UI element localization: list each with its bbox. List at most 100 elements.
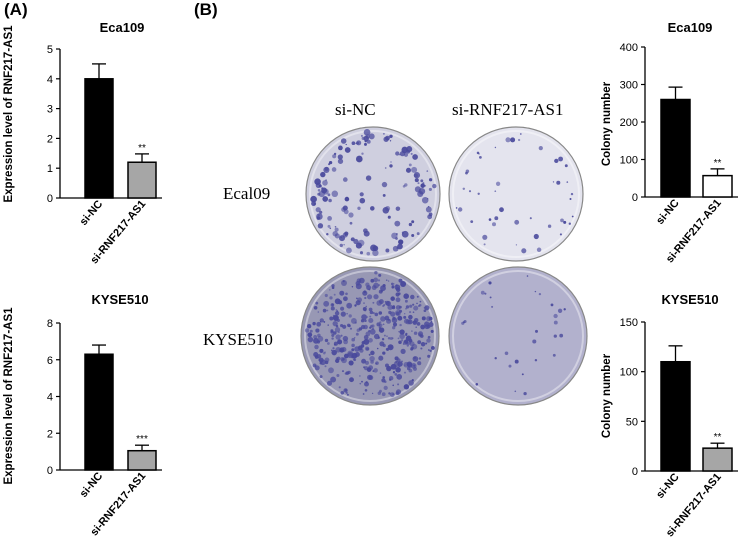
colony-dot xyxy=(418,333,422,337)
colony-dot xyxy=(323,300,330,307)
colony-dot xyxy=(392,371,396,374)
colony-dot xyxy=(395,367,401,373)
y-tick-label: 4 xyxy=(47,74,53,86)
col-header-si-nc: si-NC xyxy=(335,100,376,119)
colony-dot xyxy=(353,238,359,245)
colony-dot xyxy=(337,339,343,345)
colony-dot xyxy=(470,220,474,224)
colony-dot xyxy=(417,182,420,185)
colony-dot xyxy=(337,158,344,164)
colony-dot xyxy=(420,179,424,183)
colony-dot xyxy=(327,324,329,326)
colony-dot xyxy=(385,279,388,282)
colony-dot xyxy=(394,373,398,376)
colony-dot xyxy=(363,135,369,142)
colony-dot xyxy=(335,334,341,340)
colony-dot xyxy=(342,335,349,342)
colony-dot xyxy=(349,327,353,330)
colony-dot xyxy=(363,366,366,369)
colony-dot xyxy=(378,273,382,277)
colony-dot xyxy=(313,335,318,339)
colony-dot xyxy=(331,190,339,198)
colony-dot xyxy=(359,375,361,377)
colony-dot xyxy=(329,289,331,291)
colony-dot xyxy=(327,224,331,228)
colony-dot xyxy=(345,143,347,146)
bar xyxy=(127,161,157,199)
colony-dot xyxy=(412,311,415,314)
y-tick-label: 4 xyxy=(47,392,53,404)
plate-rim xyxy=(304,270,436,402)
colony-dot xyxy=(538,292,542,296)
colony-dot xyxy=(382,323,385,326)
colony-dot xyxy=(356,328,361,332)
colony-dot xyxy=(334,226,337,228)
colony-dot xyxy=(514,359,519,364)
chart-title: KYSE510 xyxy=(661,292,718,307)
colony-dot xyxy=(533,233,539,240)
colony-dot xyxy=(351,343,355,348)
row-header-eca109: Ecal09 xyxy=(223,184,271,203)
colony-dot xyxy=(324,360,329,365)
colony-dot xyxy=(404,313,406,315)
plate-background xyxy=(448,126,584,262)
colony-dot xyxy=(390,161,392,163)
colony-dot xyxy=(392,245,399,252)
colony-dot xyxy=(355,332,359,336)
colony-dot xyxy=(388,392,391,395)
colony-dot xyxy=(389,140,392,142)
colony-dot xyxy=(353,358,357,362)
chart-title: KYSE510 xyxy=(91,292,148,307)
colony-dot xyxy=(547,224,552,228)
colony-dot xyxy=(415,326,417,328)
colony-dot xyxy=(397,383,400,386)
colony-dot xyxy=(316,321,322,327)
colony-dot xyxy=(365,360,369,365)
colony-dot xyxy=(329,227,332,230)
colony-dot xyxy=(307,336,314,343)
colony-dot xyxy=(328,198,332,203)
colony-dot xyxy=(363,338,370,345)
colony-dot xyxy=(327,216,332,221)
colony-dot xyxy=(355,155,363,163)
colony-dot xyxy=(396,374,403,380)
colony-dot xyxy=(400,348,406,354)
colony-dot xyxy=(316,354,322,359)
colony-dot xyxy=(368,329,371,333)
colony-dot xyxy=(336,373,340,378)
y-tick-label: 100 xyxy=(620,155,638,167)
colony-dot xyxy=(560,218,564,223)
colony-dot xyxy=(379,372,382,374)
colony-dot xyxy=(426,338,431,343)
colony-dot xyxy=(462,187,466,191)
colony-dot xyxy=(386,318,392,324)
colony-dot xyxy=(381,181,388,188)
colony-dot xyxy=(333,152,337,156)
colony-dot xyxy=(398,365,400,368)
colony-dot xyxy=(332,315,339,321)
colony-dot xyxy=(370,278,375,283)
colony-dot xyxy=(378,299,384,305)
colony-dot xyxy=(330,306,335,311)
colony-dot xyxy=(494,216,499,221)
colony-dot xyxy=(373,282,379,289)
colony-dot xyxy=(491,305,494,308)
bar xyxy=(660,98,691,198)
colony-dot xyxy=(350,238,353,241)
colony-dot xyxy=(336,310,339,312)
colony-dot xyxy=(392,384,394,387)
colony-dot xyxy=(319,210,323,214)
colony-dot xyxy=(391,282,394,286)
colony-dot xyxy=(414,178,419,183)
colony-dot xyxy=(465,171,468,175)
colony-dot xyxy=(361,136,365,140)
colony-dot xyxy=(514,390,517,393)
colony-dot xyxy=(335,358,340,364)
colony-dot xyxy=(416,302,418,305)
colony-dot xyxy=(328,367,334,374)
colony-dot xyxy=(368,353,371,356)
colony-dot xyxy=(351,352,358,359)
colony-dot xyxy=(324,338,329,343)
colony-dot xyxy=(482,234,488,240)
colony-dot xyxy=(570,192,574,196)
